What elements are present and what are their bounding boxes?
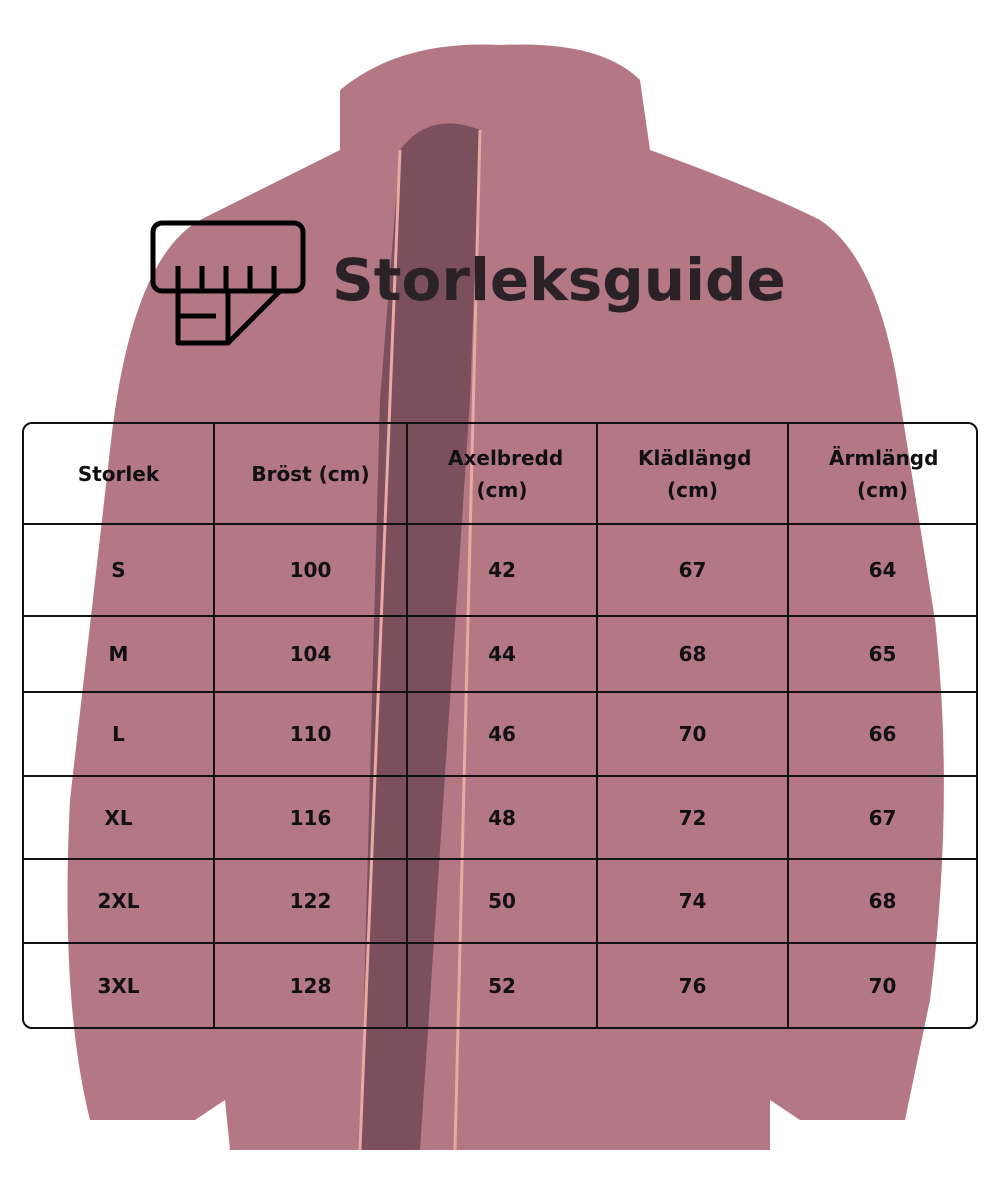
table-row: L 110 46 70 66 (24, 693, 976, 777)
table-cell: 52 (408, 944, 598, 1027)
table-cell: 70 (598, 693, 789, 777)
table-cell: 104 (215, 617, 408, 693)
table-cell: 42 (408, 525, 598, 617)
table-cell: 122 (215, 860, 408, 944)
table-cell: 67 (598, 525, 789, 617)
measuring-tape-ruler-icon (148, 218, 308, 352)
table-cell: 68 (789, 860, 976, 944)
table-cell: 44 (408, 617, 598, 693)
table-row: 3XL 128 52 76 70 (24, 944, 976, 1027)
table-cell: 46 (408, 693, 598, 777)
table-cell: 70 (868, 973, 897, 998)
table-cell: XL (24, 777, 215, 860)
size-chart-table: Storlek Bröst (cm) Axelbredd (cm) Klädlä… (22, 422, 978, 1029)
table-cell: 128 (215, 944, 408, 1027)
table-cell: 48 (408, 777, 598, 860)
table-cell: 74 (598, 860, 789, 944)
table-cell: 110 (215, 693, 408, 777)
table-cell: 65 (789, 617, 976, 693)
table-cell: 100 (215, 525, 408, 617)
table-row: S 100 42 67 64 (24, 525, 976, 617)
table-cell: L (24, 693, 215, 777)
table-cell: 68 (598, 617, 789, 693)
jacket-body (67, 44, 944, 1150)
header-shoulder: Axelbredd (cm) (408, 424, 598, 525)
table-cell: 76 (598, 944, 789, 1027)
table-cell: 72 (598, 777, 789, 860)
table-cell: 50 (408, 860, 598, 944)
table-row: 2XL 122 50 74 68 (24, 860, 976, 944)
table-cell: M (24, 617, 215, 693)
page-title: Storleksguide (332, 246, 786, 314)
table-cell: 67 (789, 777, 976, 860)
header-length: Klädlängd (cm) (598, 424, 789, 525)
header-chest: Bröst (cm) (215, 424, 408, 525)
table-row: M 104 44 68 65 (24, 617, 976, 693)
table-cell: 3XL (24, 944, 215, 1027)
header-sleeve: Ärmlängd (cm) (789, 424, 976, 525)
table-row: XL 116 48 72 67 (24, 777, 976, 860)
table-cell: 2XL (24, 860, 215, 944)
table-cell: 116 (215, 777, 408, 860)
table-cell: 66 (789, 693, 976, 777)
header-size: Storlek (24, 424, 215, 525)
table-cell: S (24, 525, 215, 617)
table-cell: 64 (789, 525, 976, 617)
table-header-row: Storlek Bröst (cm) Axelbredd (cm) Klädlä… (24, 424, 976, 525)
